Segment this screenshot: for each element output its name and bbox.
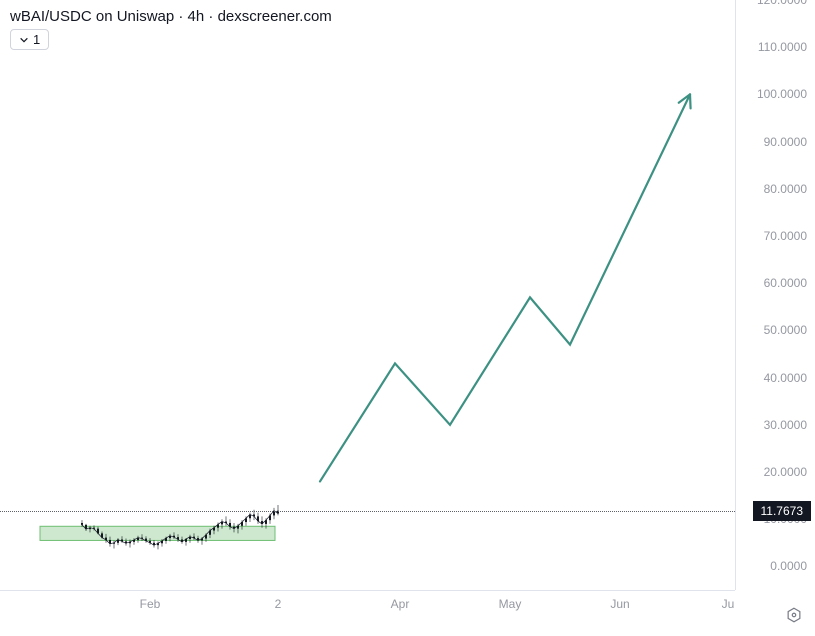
y-axis-tick: 40.0000 — [764, 371, 807, 385]
x-axis-tick: Ju — [722, 597, 735, 611]
y-axis-tick: 50.0000 — [764, 323, 807, 337]
x-axis-tick: Feb — [140, 597, 161, 611]
chart-container: wBAI/USDC on Uniswap · 4h · dexscreener.… — [0, 0, 815, 636]
y-axis-tick: 0.0000 — [770, 559, 807, 573]
x-axis-tick: May — [499, 597, 522, 611]
x-axis-tick: 2 — [275, 597, 282, 611]
settings-icon[interactable] — [785, 606, 803, 624]
y-axis-tick: 110.0000 — [758, 40, 807, 54]
x-axis-tick: Jun — [610, 597, 629, 611]
y-axis-tick: 80.0000 — [764, 182, 807, 196]
chart-svg — [0, 0, 735, 590]
y-axis-tick: 30.0000 — [764, 418, 807, 432]
y-axis-tick: 100.0000 — [757, 87, 807, 101]
chart-plot-area[interactable] — [0, 0, 735, 590]
y-axis-tick: 120.0000 — [757, 0, 807, 7]
y-axis: 0.000010.000020.000030.000040.000050.000… — [735, 0, 815, 590]
x-axis: Feb 2 Apr May Jun Ju — [0, 590, 735, 614]
y-axis-tick: 60.0000 — [764, 276, 807, 290]
y-axis-tick: 90.0000 — [764, 135, 807, 149]
current-price-line — [0, 511, 735, 512]
y-axis-tick: 70.0000 — [764, 229, 807, 243]
current-price-tag: 11.7673 — [753, 501, 812, 521]
y-axis-tick: 20.0000 — [764, 465, 807, 479]
x-axis-tick: Apr — [391, 597, 410, 611]
